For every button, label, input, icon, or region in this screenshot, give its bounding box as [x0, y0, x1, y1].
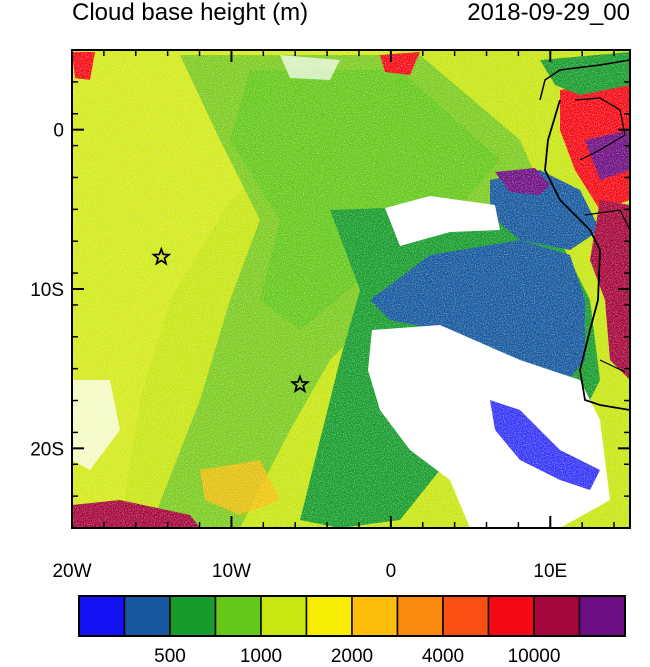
colorbar-swatch	[260, 595, 308, 637]
x-tick-label: 10E	[533, 561, 567, 582]
colorbar-swatch	[396, 595, 444, 637]
y-tick-label: 20S	[30, 439, 64, 460]
x-axis: 20W 10W 0 10E	[52, 50, 615, 582]
colorbar	[78, 595, 626, 637]
colorbar-frame	[78, 595, 626, 637]
colorbar-labels: 500 1000 2000 4000 10000	[154, 646, 560, 667]
colorbar-swatch	[78, 595, 126, 637]
map-timestamp: 2018-09-29_00	[467, 0, 630, 26]
colorbar-swatch	[487, 595, 535, 637]
marker-layer	[151, 246, 310, 394]
map-field	[72, 50, 630, 528]
colorbar-swatch	[214, 595, 262, 637]
map-title: Cloud base height (m)	[72, 0, 309, 26]
colorbar-swatch	[533, 595, 581, 637]
x-tick-label: 0	[386, 561, 397, 582]
y-tick-label: 0	[53, 121, 64, 142]
colorbar-label: 500	[154, 646, 186, 667]
x-tick-label: 10W	[212, 561, 251, 582]
colorbar-swatch	[305, 595, 353, 637]
colorbar-label: 4000	[422, 646, 464, 667]
colorbar-label: 2000	[331, 646, 373, 667]
colorbar-swatch	[578, 595, 626, 637]
star-marker	[151, 246, 172, 266]
y-tick-label: 10S	[30, 280, 64, 301]
colorbar-label: 1000	[240, 646, 282, 667]
colorbar-swatch	[169, 595, 217, 637]
star-marker	[289, 374, 310, 394]
colorbar-swatch	[442, 595, 490, 637]
colorbar-swatch	[123, 595, 171, 637]
colorbar-swatch	[351, 595, 399, 637]
y-axis: 0 10S 20S	[30, 49, 630, 529]
colorbar-label: 10000	[508, 646, 561, 667]
x-tick-label: 20W	[52, 561, 91, 582]
